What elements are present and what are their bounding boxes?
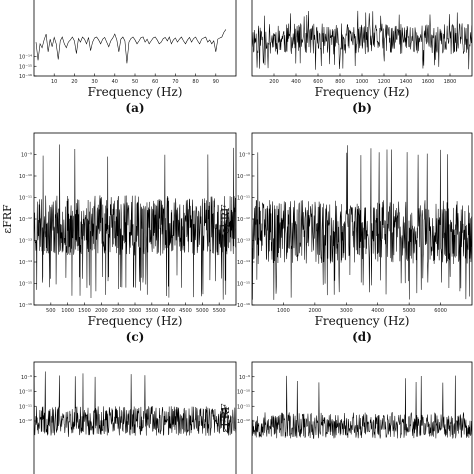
x-tick-label: 1800 (444, 79, 457, 85)
x-tick-label: 3000 (340, 308, 353, 314)
panel-5: 10⁻⁹ 10⁻¹⁰ 10⁻¹¹ 10⁻¹² (19, 361, 237, 474)
x-tick-label: 1000 (277, 308, 290, 314)
y-tick-label: 10⁻¹⁵ (19, 64, 32, 70)
x-axis-label: Frequency (Hz) (88, 314, 183, 328)
y-tick-label: 10⁻¹¹ (19, 196, 32, 202)
y-tick-label: 10⁻¹⁰ (237, 390, 250, 396)
y-tick-label: 10⁻⁹ (21, 375, 32, 381)
x-tick-label: 4500 (179, 308, 192, 314)
panel-label: (a) (125, 101, 144, 115)
x-tick-label: 4000 (162, 308, 175, 314)
y-tick-label: 10⁻¹⁵ (19, 282, 32, 288)
y-tick-label: 10⁻¹² (237, 217, 250, 223)
x-tick-label: 1400 (400, 79, 413, 85)
frf-error-series-line (34, 370, 236, 437)
panel-label: (d) (352, 330, 372, 344)
frf-error-series-line (252, 375, 472, 440)
panel-6: 10⁻⁹ 10⁻¹⁰ 10⁻¹¹ 10⁻¹² εFRF (219, 361, 473, 474)
panel-3: 500 1000 1500 2000 2500 3000 3500 4000 4500 5000 5… (1, 132, 237, 344)
y-tick-label: 10⁻¹⁰ (237, 174, 250, 180)
y-tick-label: 10⁻¹¹ (19, 404, 32, 410)
x-tick-label: 5000 (403, 308, 416, 314)
y-tick-label: 10⁻⁹ (239, 375, 250, 381)
y-tick-label: 10⁻¹⁶ (19, 303, 32, 309)
panel-2: 200 400 600 800 1000 1200 1400 1600 1800 Frequenc… (251, 0, 473, 115)
y-tick-label: 10⁻⁹ (21, 153, 32, 159)
x-tick-label: 80 (192, 79, 198, 85)
plot-frame (33, 0, 237, 77)
y-axis-label: εFRF (219, 204, 232, 234)
x-tick-label: 500 (46, 308, 56, 314)
y-tick-label: 10⁻¹⁰ (19, 390, 32, 396)
y-tick-label: 10⁻¹¹ (237, 404, 250, 410)
y-tick-label: 10⁻¹⁶ (19, 74, 32, 80)
plot-frame (251, 361, 473, 474)
y-axis-label: εFRF (1, 204, 14, 234)
y-tick-label: 10⁻¹⁵ (237, 282, 250, 288)
x-tick-label: 90 (213, 79, 219, 85)
x-tick-label: 5500 (213, 308, 226, 314)
x-tick-label: 4000 (371, 308, 384, 314)
frf-error-series-line (35, 29, 227, 64)
x-tick-label: 50 (132, 79, 138, 85)
y-tick-label: 10⁻¹¹ (237, 196, 250, 202)
x-axis-label: Frequency (Hz) (88, 85, 183, 99)
x-axis-label: Frequency (Hz) (315, 314, 410, 328)
x-tick-label: 3000 (129, 308, 142, 314)
x-tick-label: 70 (172, 79, 178, 85)
x-tick-label: 1500 (78, 308, 91, 314)
x-tick-label: 40 (112, 79, 118, 85)
panel-4: 1000 2000 3000 4000 5000 6000 10⁻⁹ 10⁻¹⁰ 10⁻¹¹ 10… (219, 132, 473, 344)
x-tick-label: 6000 (434, 308, 447, 314)
x-tick-label: 1000 (61, 308, 74, 314)
x-tick-label: 2000 (95, 308, 108, 314)
panel-label: (c) (126, 330, 145, 344)
x-tick-label: 1200 (378, 79, 391, 85)
y-tick-label: 10⁻¹² (19, 217, 32, 223)
x-tick-label: 200 (269, 79, 279, 85)
y-axis-label: εFRF (219, 403, 232, 433)
y-tick-label: 10⁻¹⁴ (19, 55, 32, 61)
x-tick-label: 10 (51, 79, 57, 85)
x-tick-label: 1600 (422, 79, 435, 85)
x-tick-label: 2500 (112, 308, 125, 314)
frf-error-series-line (34, 144, 236, 300)
x-tick-label: 20 (71, 79, 77, 85)
x-tick-label: 600 (313, 79, 323, 85)
x-tick-label: 800 (335, 79, 345, 85)
y-tick-label: 10⁻¹⁶ (237, 303, 250, 309)
x-tick-label: 1000 (356, 79, 369, 85)
y-tick-label: 10⁻¹⁰ (19, 174, 32, 180)
x-tick-label: 3500 (145, 308, 158, 314)
y-tick-label: 10⁻¹² (237, 419, 250, 425)
y-tick-label: 10⁻¹² (19, 419, 32, 425)
panel-label: (b) (352, 101, 372, 115)
x-tick-label: 5000 (196, 308, 209, 314)
x-tick-label: 400 (291, 79, 301, 85)
x-axis-label: Frequency (Hz) (315, 85, 410, 99)
x-tick-label: 60 (152, 79, 158, 85)
y-tick-label: 10⁻¹³ (19, 239, 32, 245)
y-tick-label: 10⁻¹³ (237, 239, 250, 245)
y-tick-label: 10⁻¹⁴ (237, 260, 250, 266)
panel-1: 10 20 30 40 50 60 70 80 90 10⁻¹⁴ 10⁻¹⁵ 10⁻¹⁶ Frequen… (19, 0, 237, 115)
x-tick-label: 2000 (308, 308, 321, 314)
y-tick-label: 10⁻⁹ (239, 153, 250, 159)
frf-error-series-line (252, 10, 472, 70)
x-tick-label: 30 (91, 79, 97, 85)
frf-error-series-line (252, 145, 472, 300)
y-tick-label: 10⁻¹⁴ (19, 260, 32, 266)
